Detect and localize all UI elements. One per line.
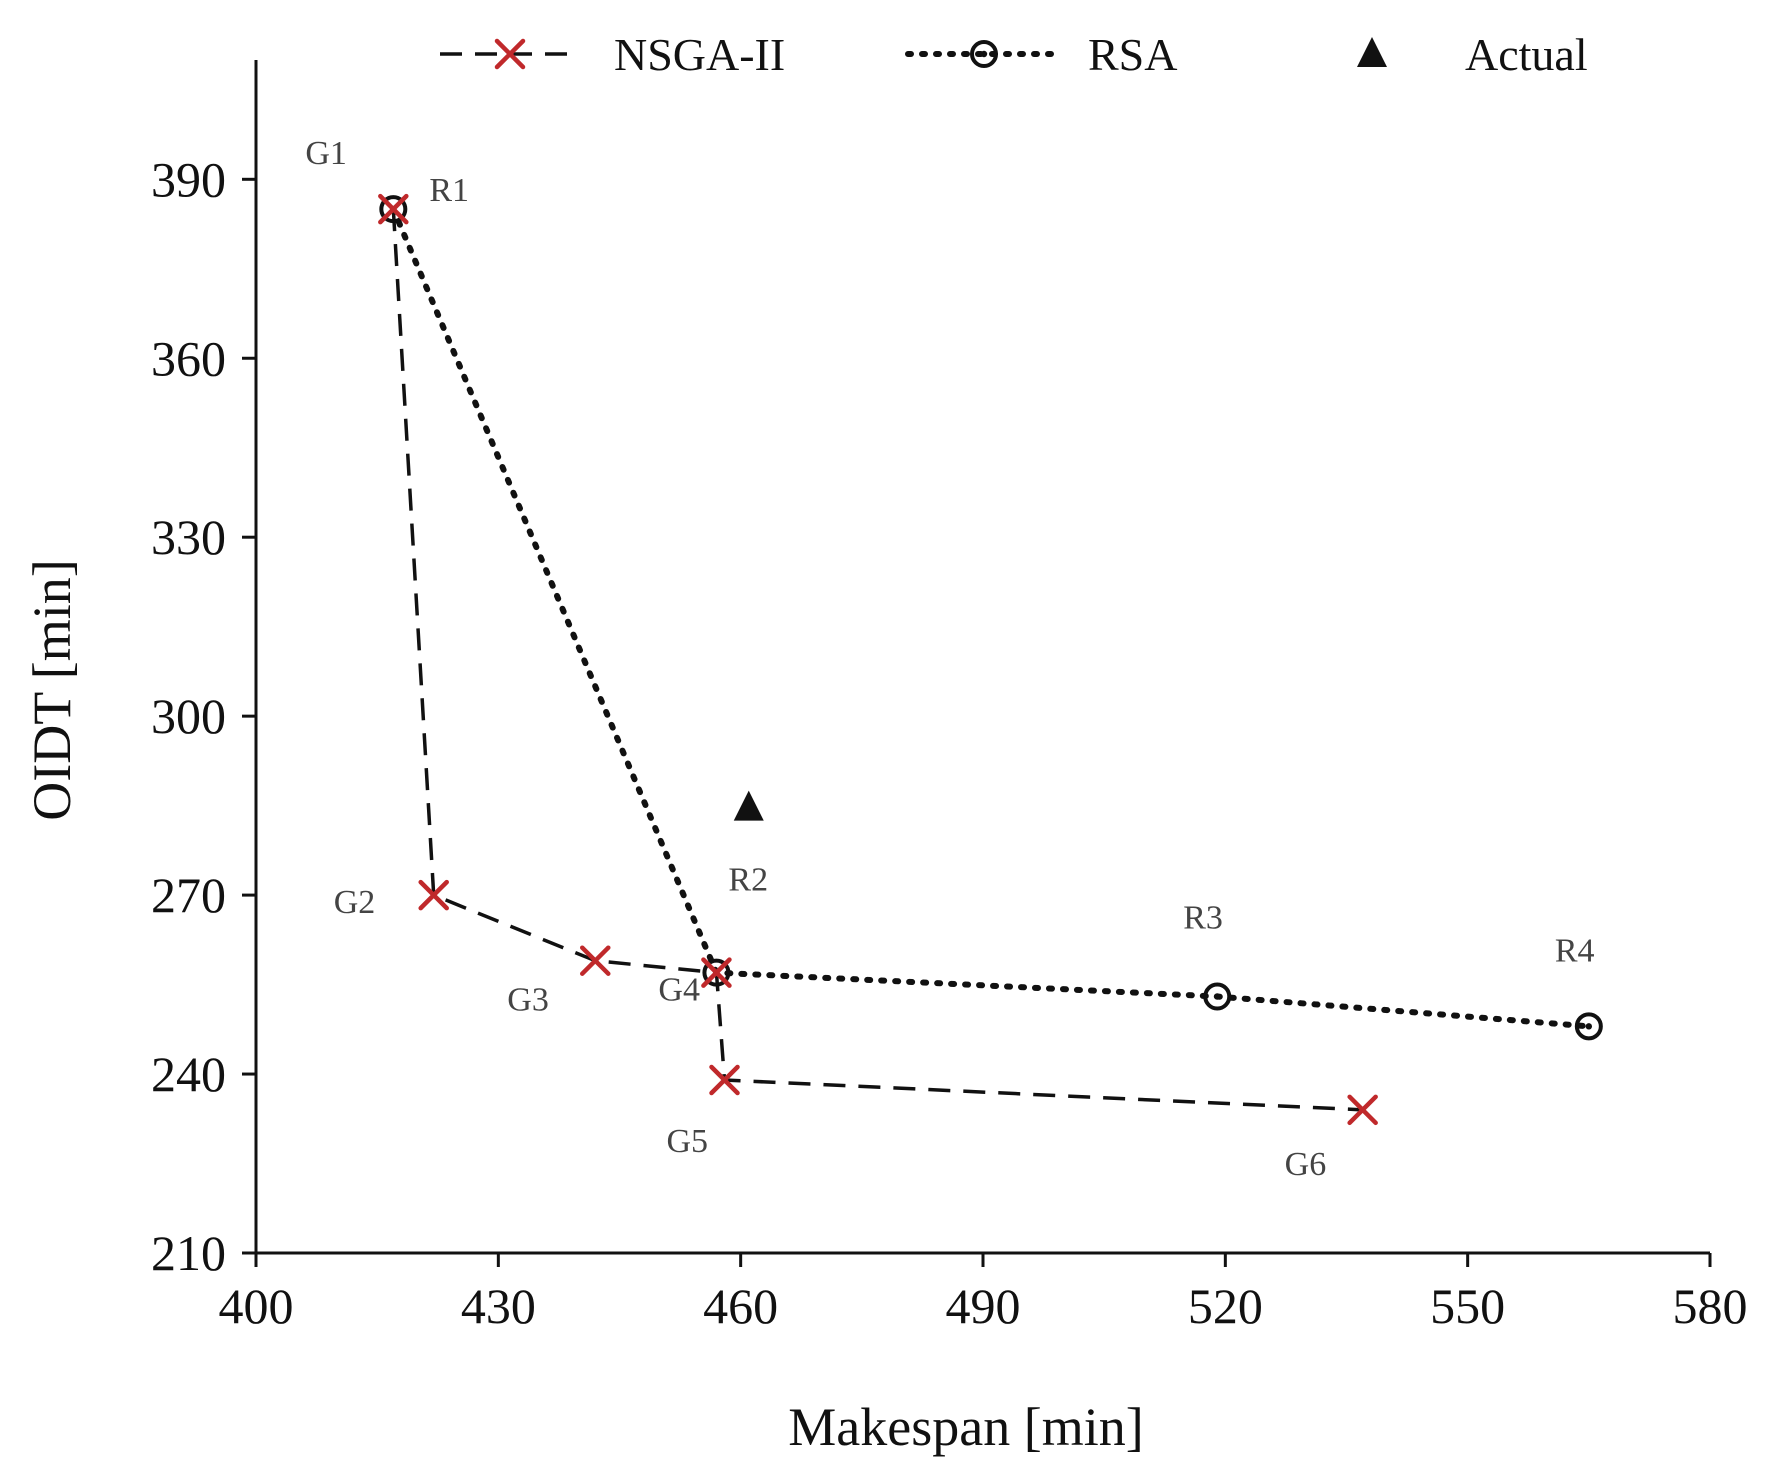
y-tick-label: 210 (151, 1225, 226, 1281)
point-label-g6: G6 (1285, 1146, 1327, 1183)
y-ticks: 210 240 270 300 330 360 390 (151, 151, 256, 1281)
circle-ring (1574, 1012, 1603, 1041)
nsga-ii-point-g4 (701, 957, 732, 988)
x-stroke (709, 1064, 740, 1096)
y-tick-label: 270 (151, 867, 226, 923)
circle-ring (379, 195, 408, 224)
axes (254, 60, 1710, 1255)
series-lines (390, 206, 1592, 1112)
circle-dot (980, 50, 988, 58)
point-label-r3: R3 (1183, 900, 1223, 937)
circle-ring (702, 958, 731, 987)
x-stroke (701, 957, 732, 988)
point-label-r4: R4 (1555, 932, 1595, 969)
y-tick-label: 240 (151, 1046, 226, 1102)
legend-marker (1357, 37, 1387, 67)
x-tick-label: 430 (461, 1278, 536, 1334)
legend-marker (494, 38, 526, 70)
x-stroke (378, 193, 409, 225)
circle-dot (1585, 1023, 1593, 1030)
x-tick-label: 490 (946, 1278, 1021, 1334)
y-tick-label: 360 (151, 330, 226, 386)
x-ticks: 400 430 460 490 520 550 580 (219, 1253, 1748, 1334)
series-line-rsa (390, 206, 1592, 1030)
legend-label: RSA (1088, 29, 1177, 80)
x-tick-label: 520 (1188, 1278, 1263, 1334)
x-tick-label: 550 (1430, 1278, 1505, 1334)
point-label-r1: R1 (429, 172, 469, 209)
y-tick-label: 390 (151, 151, 226, 207)
y-axis-title: OIDT [min] (22, 559, 82, 820)
nsga-ii-point-g2 (418, 879, 449, 911)
legend-item-actual: Actual (1357, 29, 1588, 80)
point-label-g3: G3 (507, 982, 549, 1019)
x-axis-title: Makespan [min] (788, 1397, 1143, 1457)
point-label-g4: G4 (658, 972, 700, 1009)
circle-ring (1203, 982, 1232, 1011)
series-markers (378, 193, 1603, 1126)
legend-item-nsga-ii: NSGA-II (440, 29, 785, 80)
point-labels: G1 G2 G3 G4 G5 G6 R1 R2 R3 R4 (305, 135, 1594, 1183)
nsga-ii-point-g3 (580, 945, 611, 976)
y-tick-label: 300 (151, 688, 226, 744)
legend-marker (970, 40, 998, 68)
x-tick-label: 400 (219, 1278, 294, 1334)
series-line-nsga-ii (391, 209, 1363, 1112)
nsga-ii-point-g6 (1347, 1094, 1378, 1126)
y-tick-label: 330 (151, 509, 226, 565)
circle-dot (1214, 993, 1221, 1000)
rsa-point-r4 (1574, 1012, 1603, 1041)
x-stroke (418, 879, 449, 911)
legend-label: Actual (1465, 29, 1588, 80)
x-stroke (580, 945, 611, 976)
nsga-ii-point-g5 (709, 1064, 740, 1096)
actual-point (733, 790, 764, 821)
circle-ring (970, 40, 998, 68)
x-stroke (1347, 1094, 1378, 1126)
point-label-g1: G1 (305, 135, 347, 172)
point-label-g5: G5 (667, 1123, 709, 1160)
legend: NSGA-II RSA Actual (440, 29, 1588, 80)
legend-label: NSGA-II (614, 29, 785, 80)
legend-item-rsa: RSA (905, 29, 1177, 80)
point-label-g2: G2 (334, 884, 376, 921)
rsa-point-r3 (1203, 982, 1232, 1011)
x-tick-label: 580 (1673, 1278, 1748, 1334)
x-stroke (494, 38, 526, 70)
point-label-r2: R2 (728, 862, 768, 899)
x-tick-label: 460 (703, 1278, 778, 1334)
nsga-ii-point-g1 (378, 193, 409, 225)
